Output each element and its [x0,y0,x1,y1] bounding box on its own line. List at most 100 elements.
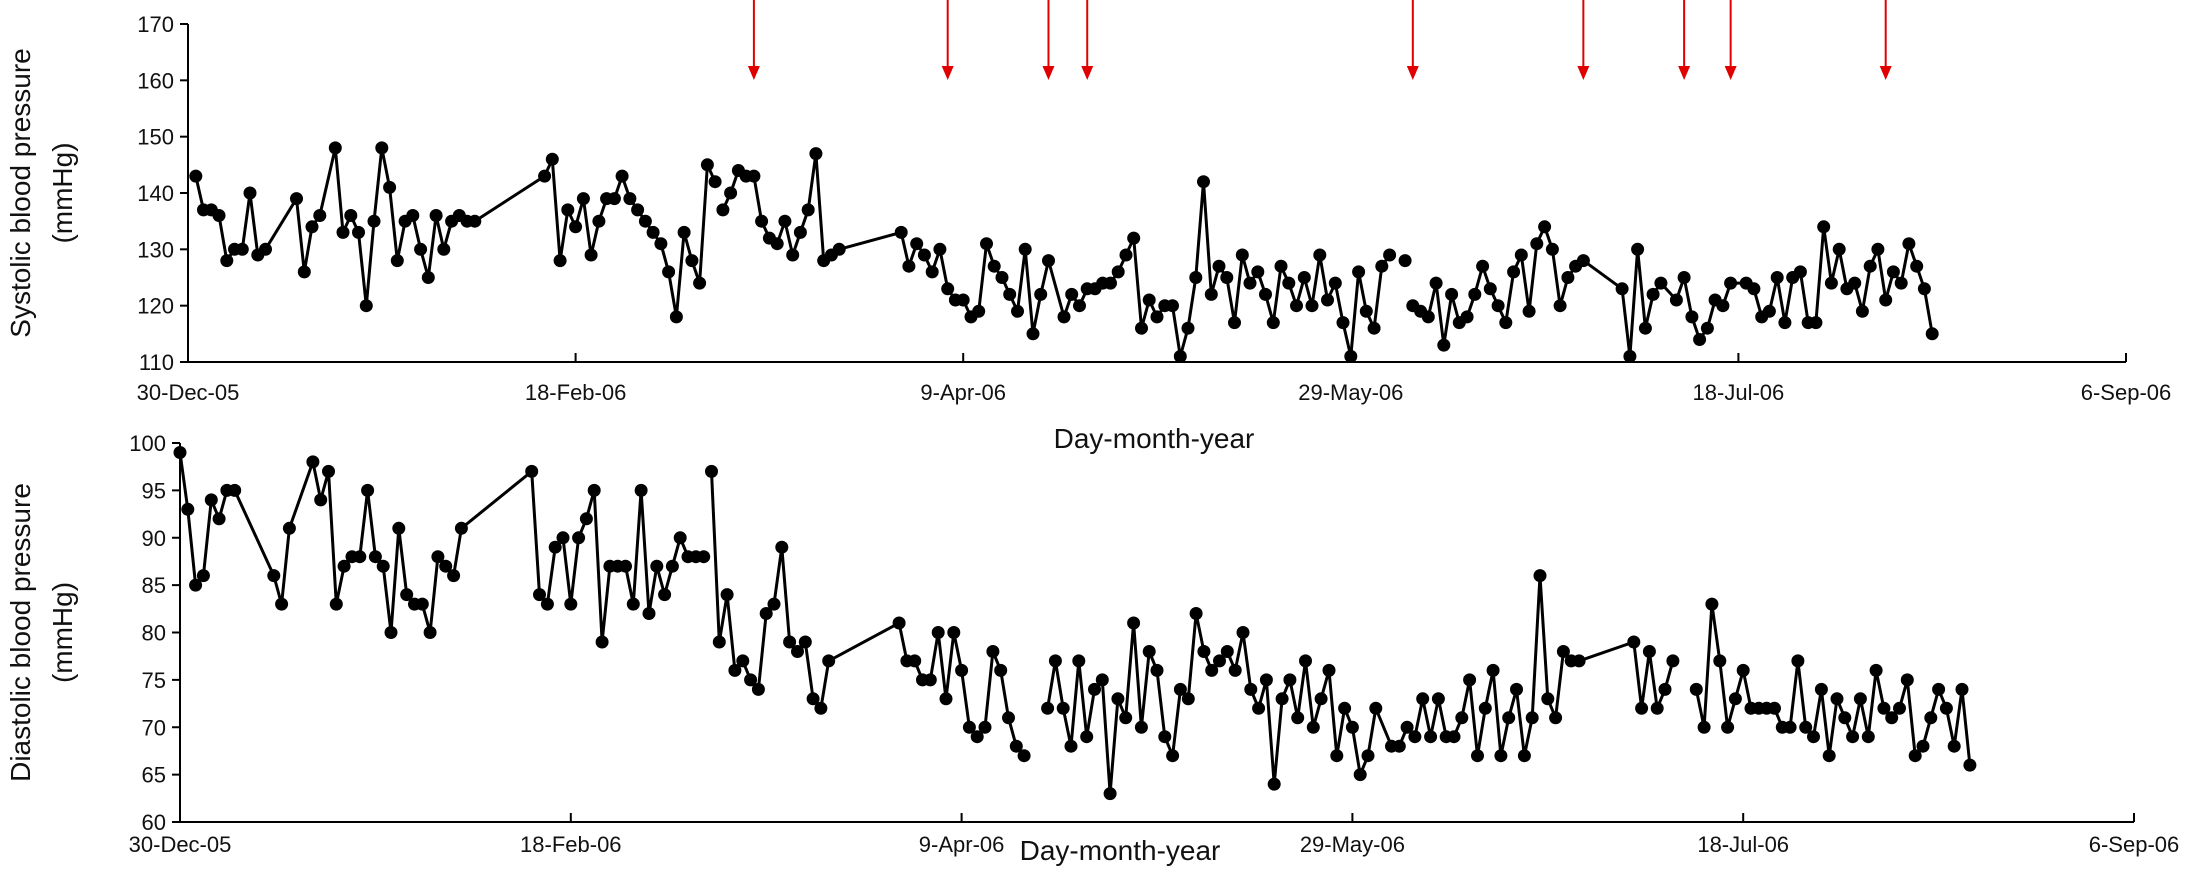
data-point [1530,237,1544,251]
data-point [1689,682,1703,696]
data-point [196,569,210,583]
data-point [1455,711,1469,725]
data-point [908,654,922,668]
data-point [359,299,373,313]
data-point [1228,316,1241,330]
series-line-segment [178,452,704,644]
data-point [1314,692,1328,706]
data-point [1885,711,1899,725]
data-point [677,225,691,239]
data-point [1471,749,1484,763]
data-point [1336,316,1350,330]
data-point [1778,316,1792,330]
data-point [809,147,823,161]
data-point [751,682,765,696]
data-point [1561,271,1575,284]
data-point [1259,287,1272,301]
data-point [305,220,319,234]
data-point [322,464,335,478]
data-point [1939,701,1953,715]
data-point [1142,293,1156,307]
data-point [770,237,784,251]
data-point [1932,682,1946,696]
data-point [375,141,389,155]
x-axis-title: Day-month-year [1020,835,1221,866]
data-point [439,559,453,573]
data-point [1095,673,1109,687]
y-tick-label: 140 [137,181,174,206]
y-tick-label: 70 [142,715,166,740]
data-point [228,483,242,497]
data-point [1299,654,1312,668]
series-line-segment [710,471,1026,757]
data-point [212,209,226,222]
x-tick-label: 30-Dec-05 [137,380,240,405]
data-point [708,175,722,189]
data-point [1654,276,1668,290]
data-point [1104,276,1117,290]
data-point [980,237,993,251]
data-point [275,597,289,611]
data-point [801,203,815,217]
data-point [1158,730,1172,744]
data-point [654,237,668,251]
y-tick-label: 95 [142,478,166,503]
data-point [1437,338,1451,352]
data-point [1910,259,1924,273]
data-point [235,242,249,256]
data-point [384,626,398,639]
data-point [1642,645,1656,658]
data-point [447,569,461,583]
data-point [1003,287,1017,301]
data-point [220,254,234,268]
data-point [189,578,203,592]
data-point [665,559,679,573]
data-point [747,169,761,183]
data-point [548,540,562,554]
event-arrow-head [941,66,954,80]
data-point [423,626,437,639]
data-point [693,276,707,290]
y-tick-label: 150 [137,125,174,150]
data-point [1638,321,1652,335]
y-tick-label: 85 [142,573,166,598]
data-point [367,214,381,228]
data-point [1476,259,1490,273]
data-point [650,559,664,573]
data-point [1507,265,1521,279]
data-point [822,654,836,668]
event-arrow-head [1042,66,1055,80]
data-point [1328,276,1342,290]
data-point [361,483,375,497]
data-point [925,265,939,279]
data-point [1017,749,1031,763]
data-point [1321,293,1334,307]
data-point [1236,626,1250,639]
data-point [1963,758,1977,772]
data-point [1338,701,1352,715]
data-point [642,607,656,620]
data-point [1494,749,1508,763]
data-point [1483,282,1497,296]
data-point [1924,711,1938,725]
data-point [313,209,327,222]
data-point [352,225,365,239]
data-point [415,597,429,611]
data-point [1134,720,1148,734]
x-tick-label: 18-Jul-06 [1697,832,1789,857]
data-point [1064,739,1078,753]
data-point [1313,248,1327,262]
data-point [1863,259,1877,273]
data-point [1291,711,1305,725]
data-point [1916,739,1930,753]
data-point [421,271,435,284]
data-point [1830,692,1844,706]
data-point [1871,242,1885,256]
data-point [576,192,590,206]
data-point [368,550,382,564]
data-point [1817,220,1831,234]
data-point [1048,654,1062,668]
data-point [634,483,648,497]
data-point [1728,692,1742,706]
data-point [798,635,812,649]
